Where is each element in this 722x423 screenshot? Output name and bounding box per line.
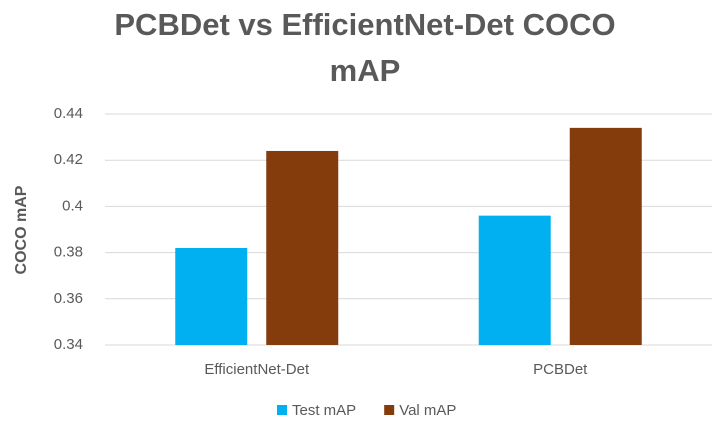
y-tick-label: 0.38 [54, 244, 83, 261]
chart-title: PCBDet vs EfficientNet-Det COCO mAP [114, 7, 616, 88]
legend-label: Val mAP [399, 402, 456, 419]
bar [478, 215, 551, 345]
y-tick-label: 0.34 [54, 336, 83, 353]
bar [569, 127, 642, 345]
legend-swatch [277, 405, 287, 415]
x-tick-label: EfficientNet-Det [204, 361, 310, 378]
y-axis-label: COCO mAP [13, 185, 30, 274]
bar [175, 247, 248, 345]
bar [266, 150, 339, 345]
y-tick-label: 0.44 [54, 105, 83, 122]
y-tick-label: 0.42 [54, 151, 83, 168]
y-tick-label: 0.4 [62, 197, 83, 214]
x-tick-label: PCBDet [533, 361, 588, 378]
y-tick-label: 0.36 [54, 290, 83, 307]
legend-swatch [384, 405, 395, 415]
legend-label: Test mAP [292, 402, 356, 419]
